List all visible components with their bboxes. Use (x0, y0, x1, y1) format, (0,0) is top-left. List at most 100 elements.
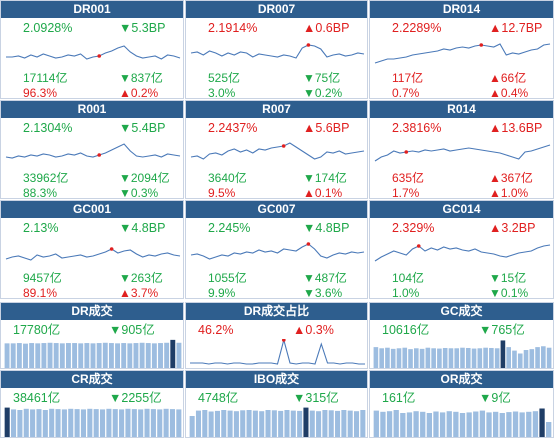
volume-bar (144, 408, 150, 437)
share-value: 3.0% (208, 86, 236, 100)
volume-bar (265, 410, 271, 437)
volume-card-5[interactable]: OR成交 161亿 ▼9亿 (369, 370, 554, 438)
card-title: DR成交占比 (186, 303, 367, 320)
volume-bar (195, 410, 202, 437)
card-title: DR成交 (1, 303, 183, 320)
volume-bar (390, 348, 396, 368)
share-line (190, 339, 365, 365)
card-title: GC007 (186, 201, 367, 218)
peak-marker (306, 242, 311, 246)
volume-change: ▼75亿 (303, 71, 341, 85)
volume-bar (535, 347, 540, 368)
volume-value: 1055亿 (208, 271, 247, 285)
volume-bar (431, 348, 436, 368)
sparkline-path (374, 244, 551, 262)
volume-card-2[interactable]: GC成交 10616亿 ▼765亿 (369, 302, 554, 369)
volume-bar-chart (189, 407, 366, 437)
share-change: ▼0.1% (489, 286, 529, 300)
volume-bar (341, 410, 347, 437)
volume-value: 104亿 (392, 271, 425, 285)
volume-value: 117亿 (392, 71, 424, 85)
volume-bar (433, 411, 439, 437)
volume-bar (138, 409, 144, 437)
rate-sparkline (5, 143, 181, 159)
card-title: DR014 (370, 1, 553, 18)
volume-bar (442, 347, 448, 368)
volume-bar (176, 409, 182, 437)
card-title: R007 (186, 101, 367, 118)
volume-bar (164, 342, 170, 368)
volume-bar (93, 409, 99, 437)
volume-card-0[interactable]: DR成交 17780亿 ▼905亿 (0, 302, 184, 369)
volume-bar (59, 343, 65, 368)
volume-card-1[interactable]: DR成交占比 46.2% ▲0.3% (185, 302, 368, 369)
card-title: R001 (1, 101, 183, 118)
rate-card-r007[interactable]: R007 2.2437% ▲5.6BP 3640亿 ▼174亿 9.5% ▲0.1% (185, 100, 368, 200)
volume-change: ▼837亿 (119, 71, 163, 85)
rate-change: ▲3.2BP (489, 221, 536, 235)
card-title: GC001 (1, 201, 183, 218)
volume-bar (500, 340, 506, 368)
volume-bar (233, 411, 239, 437)
volume-change: ▼487亿 (303, 271, 347, 285)
volume-bar (214, 410, 220, 437)
rate-value: 2.2289% (392, 21, 442, 35)
volume-bar (35, 343, 41, 368)
volume-bar (78, 343, 84, 368)
volume-total: 38461亿 (13, 391, 61, 405)
volume-value: 635亿 (392, 171, 425, 185)
rate-card-dr007[interactable]: DR007 2.1914% ▲0.6BP 525亿 ▼75亿 3.0% ▼0.2% (185, 0, 368, 100)
rate-card-r014[interactable]: R014 2.3816% ▲13.6BP 635亿 ▲367亿 1.7% ▲1.0% (369, 100, 554, 200)
volume-bar (284, 410, 290, 437)
volume-bar (373, 410, 379, 437)
volume-value: 33962亿 (23, 171, 69, 185)
volume-bar (379, 348, 384, 368)
peak-marker (97, 153, 102, 157)
volume-total: 46.2% (198, 323, 234, 337)
volume-bar (4, 407, 10, 437)
volume-bar (489, 347, 494, 368)
volume-bar (425, 347, 431, 368)
volume-bar (519, 412, 525, 437)
volume-bar (437, 348, 442, 368)
volume-bar (150, 409, 156, 437)
volume-bar (49, 408, 55, 437)
rate-card-gc001[interactable]: GC001 2.13% ▼4.8BP 9457亿 ▼263亿 89.1% ▲3.7% (0, 200, 184, 300)
volume-bar (360, 410, 366, 437)
sparkline-path (190, 243, 365, 260)
volume-bar (23, 343, 28, 368)
volume-total: 161亿 (382, 391, 416, 405)
share-change: ▲3.7% (119, 286, 159, 300)
rate-value: 2.2437% (208, 121, 258, 135)
volume-bar (10, 409, 17, 437)
volume-bar (108, 343, 114, 368)
volume-bar (278, 410, 284, 437)
rate-card-gc007[interactable]: GC007 2.245% ▼4.8BP 1055亿 ▼487亿 9.9% ▼3.6% (185, 200, 368, 300)
volume-bar (297, 410, 303, 437)
volume-bar (322, 410, 328, 437)
volume-bar (479, 410, 486, 437)
volume-bar (477, 348, 483, 368)
volume-bar (202, 410, 208, 437)
volume-bar (158, 343, 163, 368)
share-value: 0.7% (392, 86, 420, 100)
volume-bar (373, 347, 379, 368)
rate-card-r001[interactable]: R001 2.1304% ▼5.4BP 33962亿 ▼2094亿 88.3% ▼0.3% (0, 100, 184, 200)
volume-value: 3640亿 (208, 171, 247, 185)
volume-bar (335, 410, 341, 437)
volume-bar (208, 411, 214, 437)
volume-bar (80, 409, 87, 437)
share-value: 88.3% (23, 186, 58, 200)
volume-bar (227, 410, 233, 437)
volume-bar (517, 353, 523, 368)
volume-bar (112, 409, 118, 437)
volume-card-4[interactable]: IBO成交 4748亿 ▼315亿 (185, 370, 368, 438)
volume-card-3[interactable]: CR成交 38461亿 ▼2255亿 (0, 370, 184, 438)
volume-change: ▲66亿 (489, 71, 527, 85)
share-value: 1.7% (392, 186, 420, 200)
volume-bar (16, 343, 22, 368)
rate-card-dr014[interactable]: DR014 2.2289% ▲12.7BP 117亿 ▲66亿 0.7% ▲0.4% (369, 0, 554, 100)
rate-card-gc014[interactable]: GC014 2.329% ▲3.2BP 104亿 ▼15亿 1.0% ▼0.1% (369, 200, 554, 300)
volume-bar (460, 347, 465, 368)
rate-card-dr001[interactable]: DR001 2.0928% ▼5.3BP 17114亿 ▼837亿 96.3% ▲0.2% (0, 0, 184, 100)
